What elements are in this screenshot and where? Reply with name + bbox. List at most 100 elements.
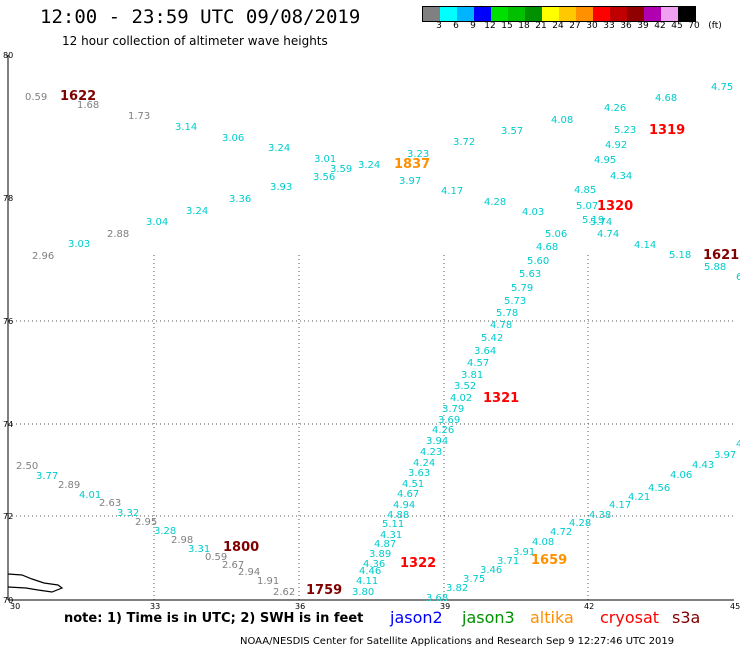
scale-swatch xyxy=(474,7,491,21)
wave-height-label: 0.59 xyxy=(205,552,227,563)
wave-height-label: 3.59 xyxy=(330,164,352,175)
wave-height-label: 5.11 xyxy=(382,519,404,530)
satellite-legend-s3a: s3a xyxy=(672,608,701,627)
wave-height-label: 4.31 xyxy=(380,530,402,541)
x-tick-label: 30 xyxy=(10,602,20,611)
orbit-number-label: 1621 xyxy=(703,248,739,263)
wave-height-label: 4.51 xyxy=(402,479,424,490)
wave-height-label: 3.31 xyxy=(188,544,210,555)
wave-height-label: 3.72 xyxy=(453,137,475,148)
wave-height-label: 4.72 xyxy=(550,527,572,538)
y-tick-label: 70 xyxy=(3,596,13,605)
map-title: 12:00 - 23:59 UTC 09/08/2019 xyxy=(40,6,361,28)
y-tick-label: 78 xyxy=(3,194,13,203)
wave-height-label: 5.88 xyxy=(704,262,726,273)
orbit-number-label: 1320 xyxy=(597,199,633,214)
x-tick-label: 42 xyxy=(584,602,594,611)
wave-height-label: 2.95 xyxy=(135,517,157,528)
y-tick-label: 80 xyxy=(3,51,13,60)
orbit-number-label: 1322 xyxy=(400,556,436,571)
wave-height-label: 0.59 xyxy=(25,92,47,103)
wave-height-label: 3.24 xyxy=(268,143,290,154)
scale-swatch xyxy=(627,7,644,21)
coastline xyxy=(7,573,64,593)
wave-height-label: 3.97 xyxy=(714,450,736,461)
scale-tick-label: 15 xyxy=(501,21,513,31)
wave-height-label: 4 xyxy=(736,439,740,450)
wave-height-label: 4.38 xyxy=(589,510,611,521)
wave-height-label: 5.63 xyxy=(519,269,541,280)
scale-swatch xyxy=(593,7,610,21)
wave-height-label: 5.07 xyxy=(576,201,598,212)
wave-height-label: 4.08 xyxy=(551,115,573,126)
wave-height-label: 4.06 xyxy=(670,470,692,481)
wave-height-label: 3.57 xyxy=(501,126,523,137)
wave-height-label: 5.06 xyxy=(545,229,567,240)
wave-height-label: 4.85 xyxy=(574,185,596,196)
wave-height-label: 2.98 xyxy=(171,535,193,546)
wave-height-label: 3.01 xyxy=(314,154,336,165)
wave-height-label: 3.24 xyxy=(358,160,380,171)
wave-height-label: 4.17 xyxy=(441,186,463,197)
scale-tick-label: 39 xyxy=(637,21,649,31)
scale-swatch xyxy=(610,7,627,21)
wave-height-label: 4.57 xyxy=(467,358,489,369)
wave-height-label: 4.24 xyxy=(413,458,435,469)
wave-height-label: 3.69 xyxy=(438,415,460,426)
wave-height-label: 3.04 xyxy=(146,217,168,228)
wave-height-label: 4.56 xyxy=(648,483,670,494)
wave-height-label: 2.62 xyxy=(273,587,295,598)
scale-unit-label: (ft) xyxy=(708,21,722,31)
satellite-legend-jason3: jason3 xyxy=(462,608,515,627)
scale-tick-label: 30 xyxy=(586,21,598,31)
scale-swatch xyxy=(576,7,593,21)
wave-height-label: 3.91 xyxy=(513,547,535,558)
scale-tick-label: 24 xyxy=(552,21,564,31)
wave-height-label: 2.50 xyxy=(16,461,38,472)
wave-height-label: 3.06 xyxy=(222,133,244,144)
y-tick-label: 76 xyxy=(3,317,13,326)
color-scale-bar xyxy=(422,6,696,22)
scale-swatch xyxy=(440,7,457,21)
wave-height-label: 1.73 xyxy=(128,111,150,122)
scale-swatch xyxy=(491,7,508,21)
scale-tick-label: 6 xyxy=(453,21,459,31)
wave-height-label: 1.68 xyxy=(77,100,99,111)
wave-height-label: 4.95 xyxy=(594,155,616,166)
wave-height-label: 4.21 xyxy=(628,492,650,503)
scale-tick-label: 36 xyxy=(620,21,632,31)
wave-height-label: 2.89 xyxy=(58,480,80,491)
wave-height-label: 3.52 xyxy=(454,381,476,392)
wave-height-label: 4.28 xyxy=(484,197,506,208)
wave-height-label: 3.36 xyxy=(229,194,251,205)
orbit-number-label: 1800 xyxy=(223,540,259,555)
wave-height-label: 4.01 xyxy=(79,490,101,501)
scale-swatch xyxy=(678,7,695,21)
wave-height-label: 4.46 xyxy=(359,566,381,577)
orbit-number-label: 1759 xyxy=(306,583,342,598)
x-tick-label: 36 xyxy=(295,602,305,611)
orbit-number-label: 1319 xyxy=(649,123,685,138)
wave-height-label: 2.94 xyxy=(238,567,260,578)
scale-swatch xyxy=(525,7,542,21)
scale-tick-label: 33 xyxy=(603,21,615,31)
wave-height-label: 3.97 xyxy=(399,176,421,187)
orbit-number-label: 1659 xyxy=(531,553,567,568)
satellite-legend-jason2: jason2 xyxy=(390,608,443,627)
wave-height-label: 4.75 xyxy=(711,82,733,93)
wave-height-label: 4.02 xyxy=(450,393,472,404)
wave-height-label: 4.03 xyxy=(522,207,544,218)
wave-height-label: 3.46 xyxy=(480,565,502,576)
wave-height-label: 3.56 xyxy=(313,172,335,183)
wave-height-label: 3.63 xyxy=(408,468,430,479)
wave-height-label: 6 xyxy=(736,272,740,283)
orbit-number-label: 1321 xyxy=(483,391,519,406)
scale-swatch xyxy=(457,7,474,21)
wave-height-label: 4.88 xyxy=(387,510,409,521)
scale-tick-label: 12 xyxy=(484,21,496,31)
wave-height-label: 3.14 xyxy=(175,122,197,133)
scale-tick-label: 21 xyxy=(535,21,547,31)
scale-swatch xyxy=(559,7,576,21)
wave-height-label: 3.75 xyxy=(463,574,485,585)
